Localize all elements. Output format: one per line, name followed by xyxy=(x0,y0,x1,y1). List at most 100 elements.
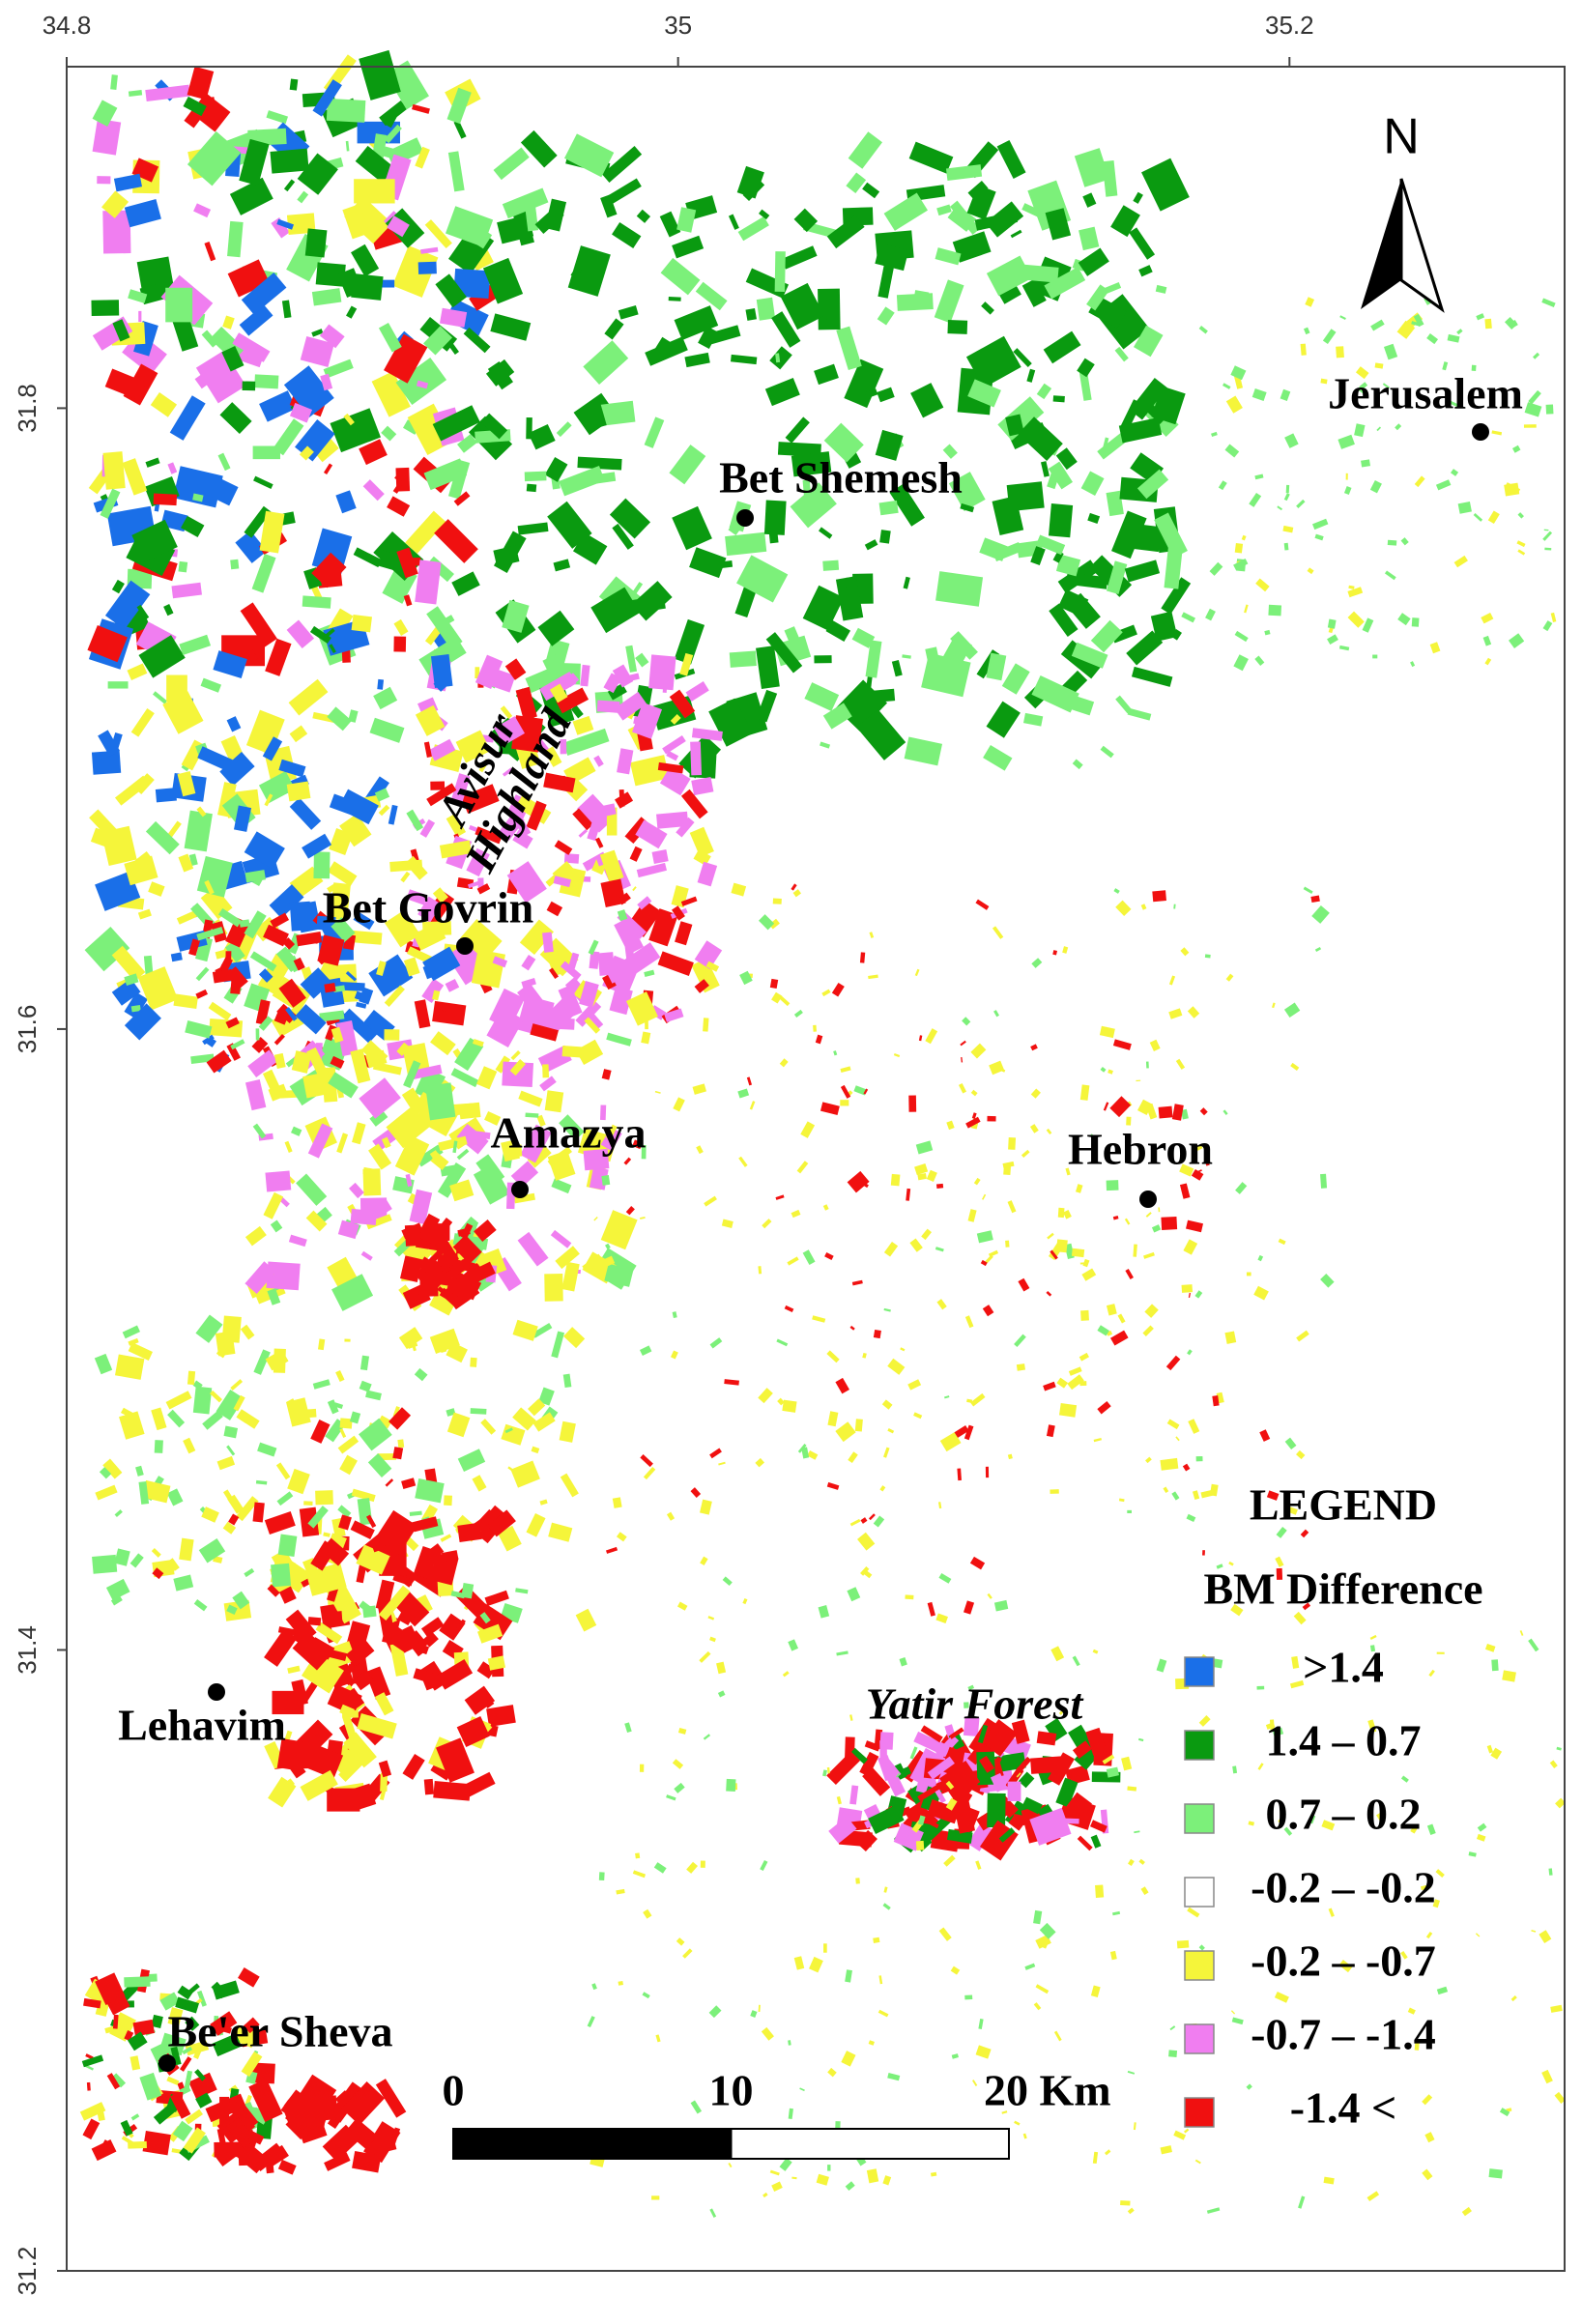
land-patch xyxy=(472,1475,487,1492)
land-patch xyxy=(1169,2025,1176,2031)
land-patch xyxy=(249,951,277,972)
land-patch xyxy=(625,645,638,673)
land-patch xyxy=(204,1036,216,1047)
land-patch xyxy=(680,896,698,906)
land-patch xyxy=(1246,2083,1252,2090)
land-patch xyxy=(1175,1436,1180,1442)
land-patch xyxy=(407,1630,428,1652)
land-patch xyxy=(1188,1292,1192,1298)
land-patch xyxy=(577,456,622,471)
land-patch xyxy=(389,2127,401,2144)
land-patch xyxy=(422,921,452,936)
land-patch xyxy=(1106,1304,1117,1316)
land-patch xyxy=(1491,430,1503,436)
land-patch xyxy=(447,459,471,500)
land-patch xyxy=(185,1020,213,1039)
land-patch xyxy=(563,133,615,178)
land-patch xyxy=(445,978,460,992)
land-patch xyxy=(241,273,287,315)
land-patch xyxy=(656,811,689,829)
land-patch xyxy=(142,1479,171,1504)
land-patch xyxy=(1112,1910,1121,1916)
legend-title: LEGEND xyxy=(1250,1480,1437,1530)
land-patch xyxy=(504,658,527,680)
land-patch xyxy=(99,749,114,760)
land-patch xyxy=(167,2007,184,2026)
land-patch xyxy=(327,1788,360,1812)
land-patch xyxy=(502,767,513,777)
land-patch xyxy=(1264,629,1271,636)
land-patch xyxy=(1556,1746,1562,1751)
legend-label: -0.7 – -1.4 xyxy=(1251,2010,1436,2059)
land-patch xyxy=(1007,1200,1017,1214)
land-patch xyxy=(98,730,121,757)
land-patch xyxy=(288,1234,307,1248)
land-patch xyxy=(563,673,580,688)
land-patch xyxy=(178,853,194,873)
land-patch xyxy=(463,327,491,354)
land-patch xyxy=(1079,226,1100,251)
land-patch xyxy=(580,664,590,687)
land-patch xyxy=(1039,1937,1050,1949)
land-patch xyxy=(178,560,188,573)
land-patch xyxy=(252,445,280,460)
land-patch xyxy=(512,1319,538,1341)
land-patch xyxy=(324,982,336,993)
annotation-group: Avisur Highland xyxy=(426,701,581,880)
land-patch xyxy=(403,1060,421,1089)
land-patch xyxy=(887,2073,901,2081)
land-patch xyxy=(1029,1807,1072,1846)
land-patch xyxy=(765,632,803,674)
land-patch xyxy=(679,652,694,676)
land-patch xyxy=(1249,492,1262,507)
land-patch xyxy=(1339,315,1346,320)
land-patch xyxy=(392,245,439,298)
land-patch xyxy=(1533,352,1540,359)
land-patch xyxy=(389,859,423,873)
land-patch xyxy=(1067,1374,1084,1391)
land-patch xyxy=(417,896,442,923)
land-patch xyxy=(1110,1330,1129,1346)
land-patch xyxy=(1145,1456,1152,1464)
land-patch xyxy=(1303,886,1313,895)
land-patch xyxy=(415,1478,445,1504)
land-patch xyxy=(662,734,686,755)
land-patch xyxy=(365,1390,382,1401)
land-patch xyxy=(718,1461,726,1466)
land-patch xyxy=(849,1518,861,1527)
land-patch xyxy=(1175,1058,1186,1070)
land-patch xyxy=(1112,1215,1119,1220)
land-patch xyxy=(1049,603,1079,637)
land-patch xyxy=(456,1148,470,1161)
land-patch xyxy=(307,1506,329,1529)
land-patch xyxy=(600,194,618,218)
land-patch xyxy=(1145,1061,1149,1069)
land-patch xyxy=(171,582,202,599)
land-patch xyxy=(982,1305,994,1317)
land-patch xyxy=(1152,890,1166,903)
land-patch xyxy=(1400,1951,1408,1960)
land-patch xyxy=(674,1782,685,1793)
land-patch xyxy=(979,537,1008,561)
land-patch xyxy=(1484,318,1492,330)
land-patch xyxy=(393,618,409,636)
land-patch xyxy=(960,1040,966,1047)
land-patch xyxy=(170,952,183,962)
land-patch xyxy=(232,332,271,362)
land-patch xyxy=(200,677,222,693)
land-patch xyxy=(859,1751,879,1777)
land-patch xyxy=(195,350,246,404)
land-patch xyxy=(883,1241,899,1257)
land-patch xyxy=(452,1234,482,1265)
land-patch xyxy=(960,502,975,513)
land-patch xyxy=(775,353,781,363)
land-patch xyxy=(1424,2132,1435,2143)
land-patch xyxy=(1102,1754,1115,1765)
land-patch xyxy=(612,664,634,688)
land-patch xyxy=(970,1089,978,1097)
land-patch xyxy=(124,2030,134,2042)
land-patch xyxy=(179,1537,194,1562)
land-patch xyxy=(520,1124,552,1163)
land-patch xyxy=(1347,611,1365,628)
land-patch xyxy=(185,2109,203,2125)
